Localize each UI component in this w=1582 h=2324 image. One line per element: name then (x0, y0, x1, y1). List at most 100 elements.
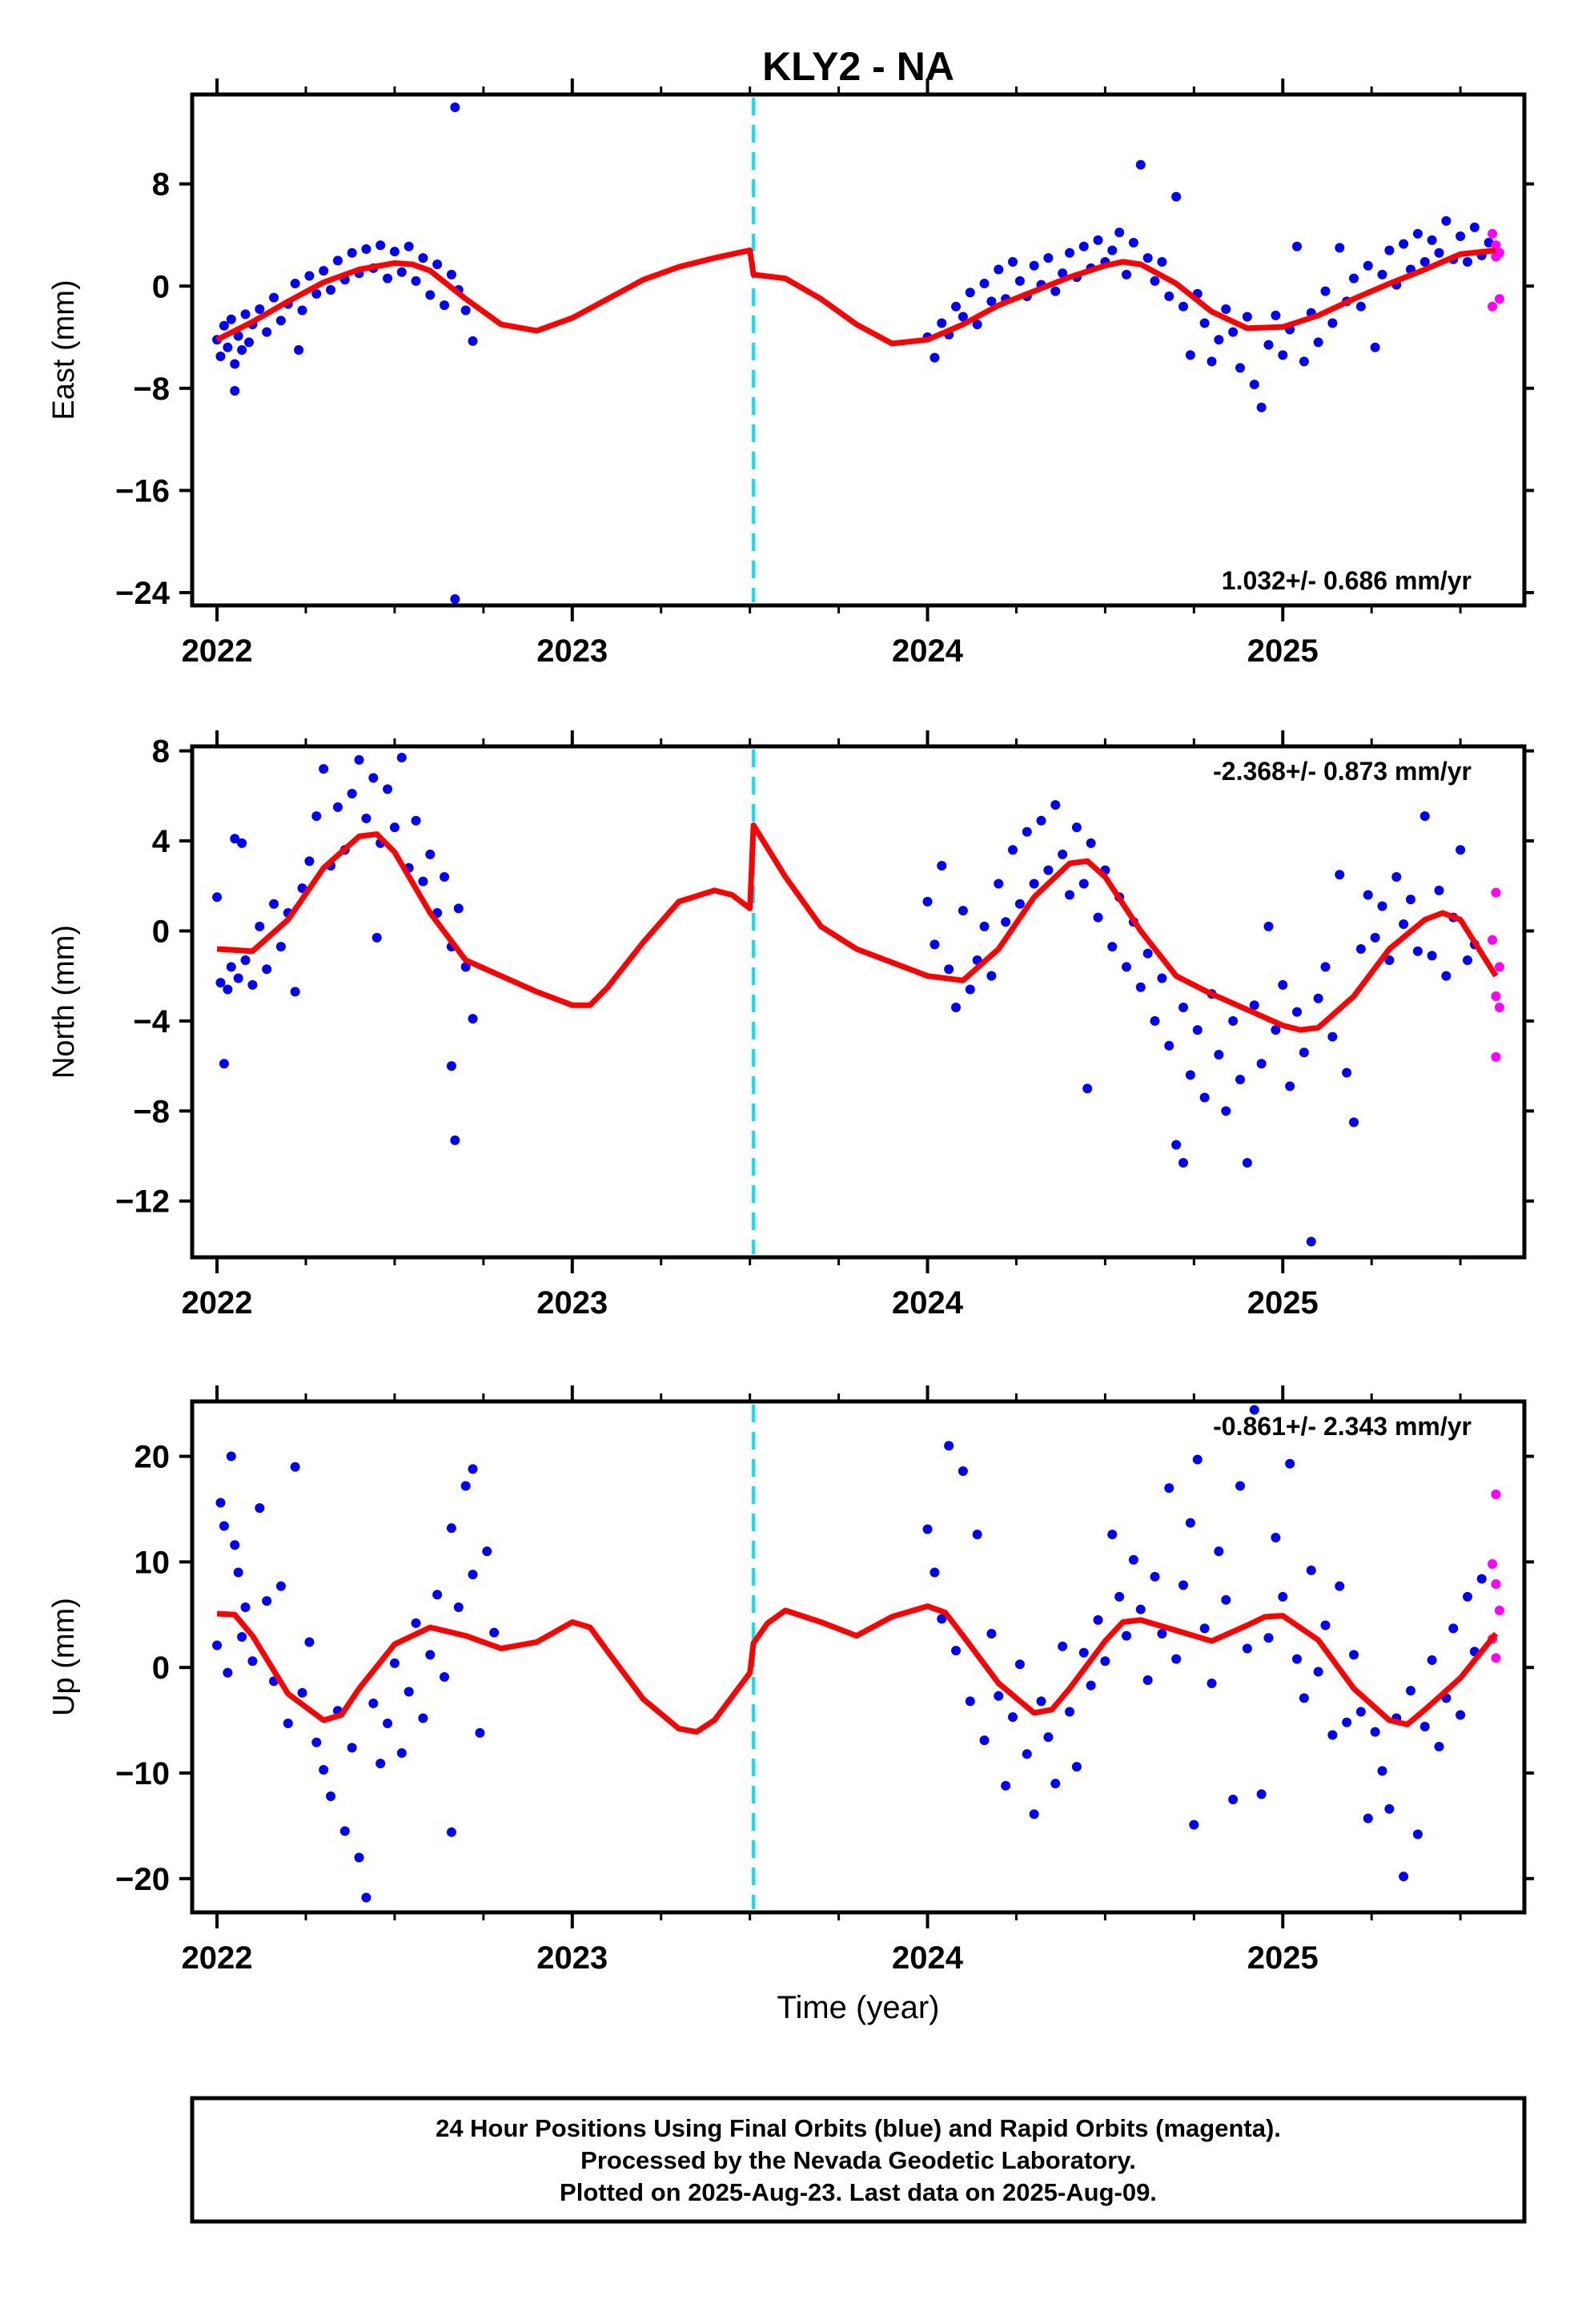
up-final-point (233, 1567, 243, 1578)
east-x-tick-label: 2022 (182, 633, 253, 669)
up-final-point (1419, 1722, 1430, 1731)
east-final-point (1463, 256, 1473, 267)
east-final-point (1263, 340, 1274, 350)
up-final-point (1036, 1696, 1046, 1707)
up-final-point (418, 1713, 428, 1723)
east-final-point (1299, 356, 1309, 367)
north-x-tick-label: 2022 (182, 1285, 253, 1321)
up-final-point (311, 1737, 322, 1747)
east-final-point (972, 320, 982, 330)
up-final-point (468, 1464, 478, 1474)
up-final-point (339, 1826, 350, 1836)
north-final-point (1427, 951, 1437, 961)
up-final-point (1271, 1533, 1281, 1543)
north-final-point (347, 789, 357, 799)
footer-line-2: Processed by the Nevada Geodetic Laborat… (580, 2146, 1136, 2174)
east-final-point (1122, 269, 1132, 279)
east-final-point (1456, 231, 1466, 242)
east-final-point (986, 296, 997, 307)
east-final-point (230, 359, 240, 369)
east-y-tick-label: −16 (115, 473, 170, 509)
up-final-point (1412, 1829, 1423, 1839)
footer-line-1: 24 Hour Positions Using Final Orbits (bl… (436, 2114, 1281, 2142)
up-rapid-point (1494, 1606, 1504, 1615)
north-final-point (1036, 815, 1046, 826)
east-final-point (1014, 275, 1025, 286)
up-final-point (944, 1441, 954, 1451)
east-final-point (269, 292, 279, 303)
north-y-tick-label: −4 (133, 1004, 170, 1039)
east-final-point (1058, 268, 1068, 279)
up-final-point (1189, 1819, 1199, 1830)
north-velocity-label: -2.368+/- 0.873 mm/yr (1213, 757, 1472, 786)
east-rapid-point (1488, 228, 1498, 239)
up-final-point (1008, 1712, 1018, 1723)
north-final-point (1419, 811, 1430, 822)
north-final-point (1078, 879, 1089, 889)
up-final-point (1086, 1680, 1096, 1691)
east-final-point (332, 255, 343, 266)
up-final-point (1214, 1546, 1224, 1557)
up-final-point (1135, 1604, 1146, 1614)
east-frame (190, 92, 1527, 608)
east-final-point (1207, 356, 1217, 367)
north-final-point (1192, 1025, 1203, 1035)
north-y-tick-label: −12 (115, 1184, 170, 1220)
north-final-point (418, 876, 428, 887)
up-final-point (1228, 1794, 1239, 1804)
east-final-point (1377, 269, 1387, 279)
north-final-point (1335, 870, 1345, 880)
up-panel: 2022 2023 2024 2025 20 10 0 −10 −20 Up (mm) -0.861… (47, 1385, 1534, 1976)
up-final-point (1022, 1749, 1032, 1759)
up-final-point (240, 1602, 251, 1613)
north-final-point (1221, 1106, 1231, 1116)
east-final-point (1292, 241, 1303, 251)
north-final-point (1412, 946, 1423, 956)
north-final-point (1150, 1015, 1160, 1026)
up-velocity-label: -0.861+/- 2.343 mm/yr (1213, 1412, 1472, 1441)
north-y-axis-label: North (mm) (47, 925, 81, 1079)
east-final-point (243, 337, 254, 348)
east-final-point (440, 300, 450, 311)
up-final-point (1463, 1591, 1473, 1602)
east-y-tick-label: 0 (152, 269, 170, 304)
east-final-point (1335, 243, 1345, 253)
east-final-point (1441, 215, 1452, 226)
east-final-point (1050, 286, 1061, 296)
up-model-curve (216, 1603, 1499, 1735)
north-final-point (1377, 901, 1387, 911)
east-final-point (1114, 227, 1125, 238)
north-final-point (1029, 879, 1039, 889)
north-final-point (371, 932, 382, 943)
north-final-point (1399, 919, 1409, 930)
north-final-point (1299, 1047, 1309, 1058)
east-final-point (1142, 253, 1153, 263)
north-final-point (354, 754, 364, 765)
up-final-point (396, 1747, 407, 1758)
north-final-point (1406, 895, 1416, 905)
up-final-point (1093, 1614, 1103, 1625)
up-final-point (1001, 1780, 1011, 1791)
east-final-point (468, 336, 478, 346)
north-final-point (411, 815, 421, 826)
east-model-curve (215, 247, 1496, 347)
east-final-point (1419, 256, 1430, 267)
north-final-point (979, 921, 990, 931)
north-final-point (1441, 971, 1452, 981)
north-final-point (1327, 1031, 1338, 1042)
north-final-point (1256, 1059, 1267, 1069)
north-y-tick-label: 4 (152, 824, 171, 859)
east-final-point (965, 287, 975, 298)
up-final-point (275, 1581, 286, 1591)
east-final-point (326, 285, 336, 296)
up-final-point (937, 1614, 947, 1624)
east-final-point (219, 320, 229, 331)
up-final-point (1178, 1580, 1189, 1590)
east-final-point (1065, 247, 1075, 258)
up-final-point (1406, 1686, 1416, 1696)
east-panel: 2022 2023 2024 2025 8 0 −8 −16 −24 East (mm) 1.032… (47, 78, 1534, 669)
east-x-tick-label: 2024 (892, 633, 964, 669)
east-y-tick-label: 8 (152, 167, 170, 203)
up-final-point (1058, 1641, 1068, 1651)
